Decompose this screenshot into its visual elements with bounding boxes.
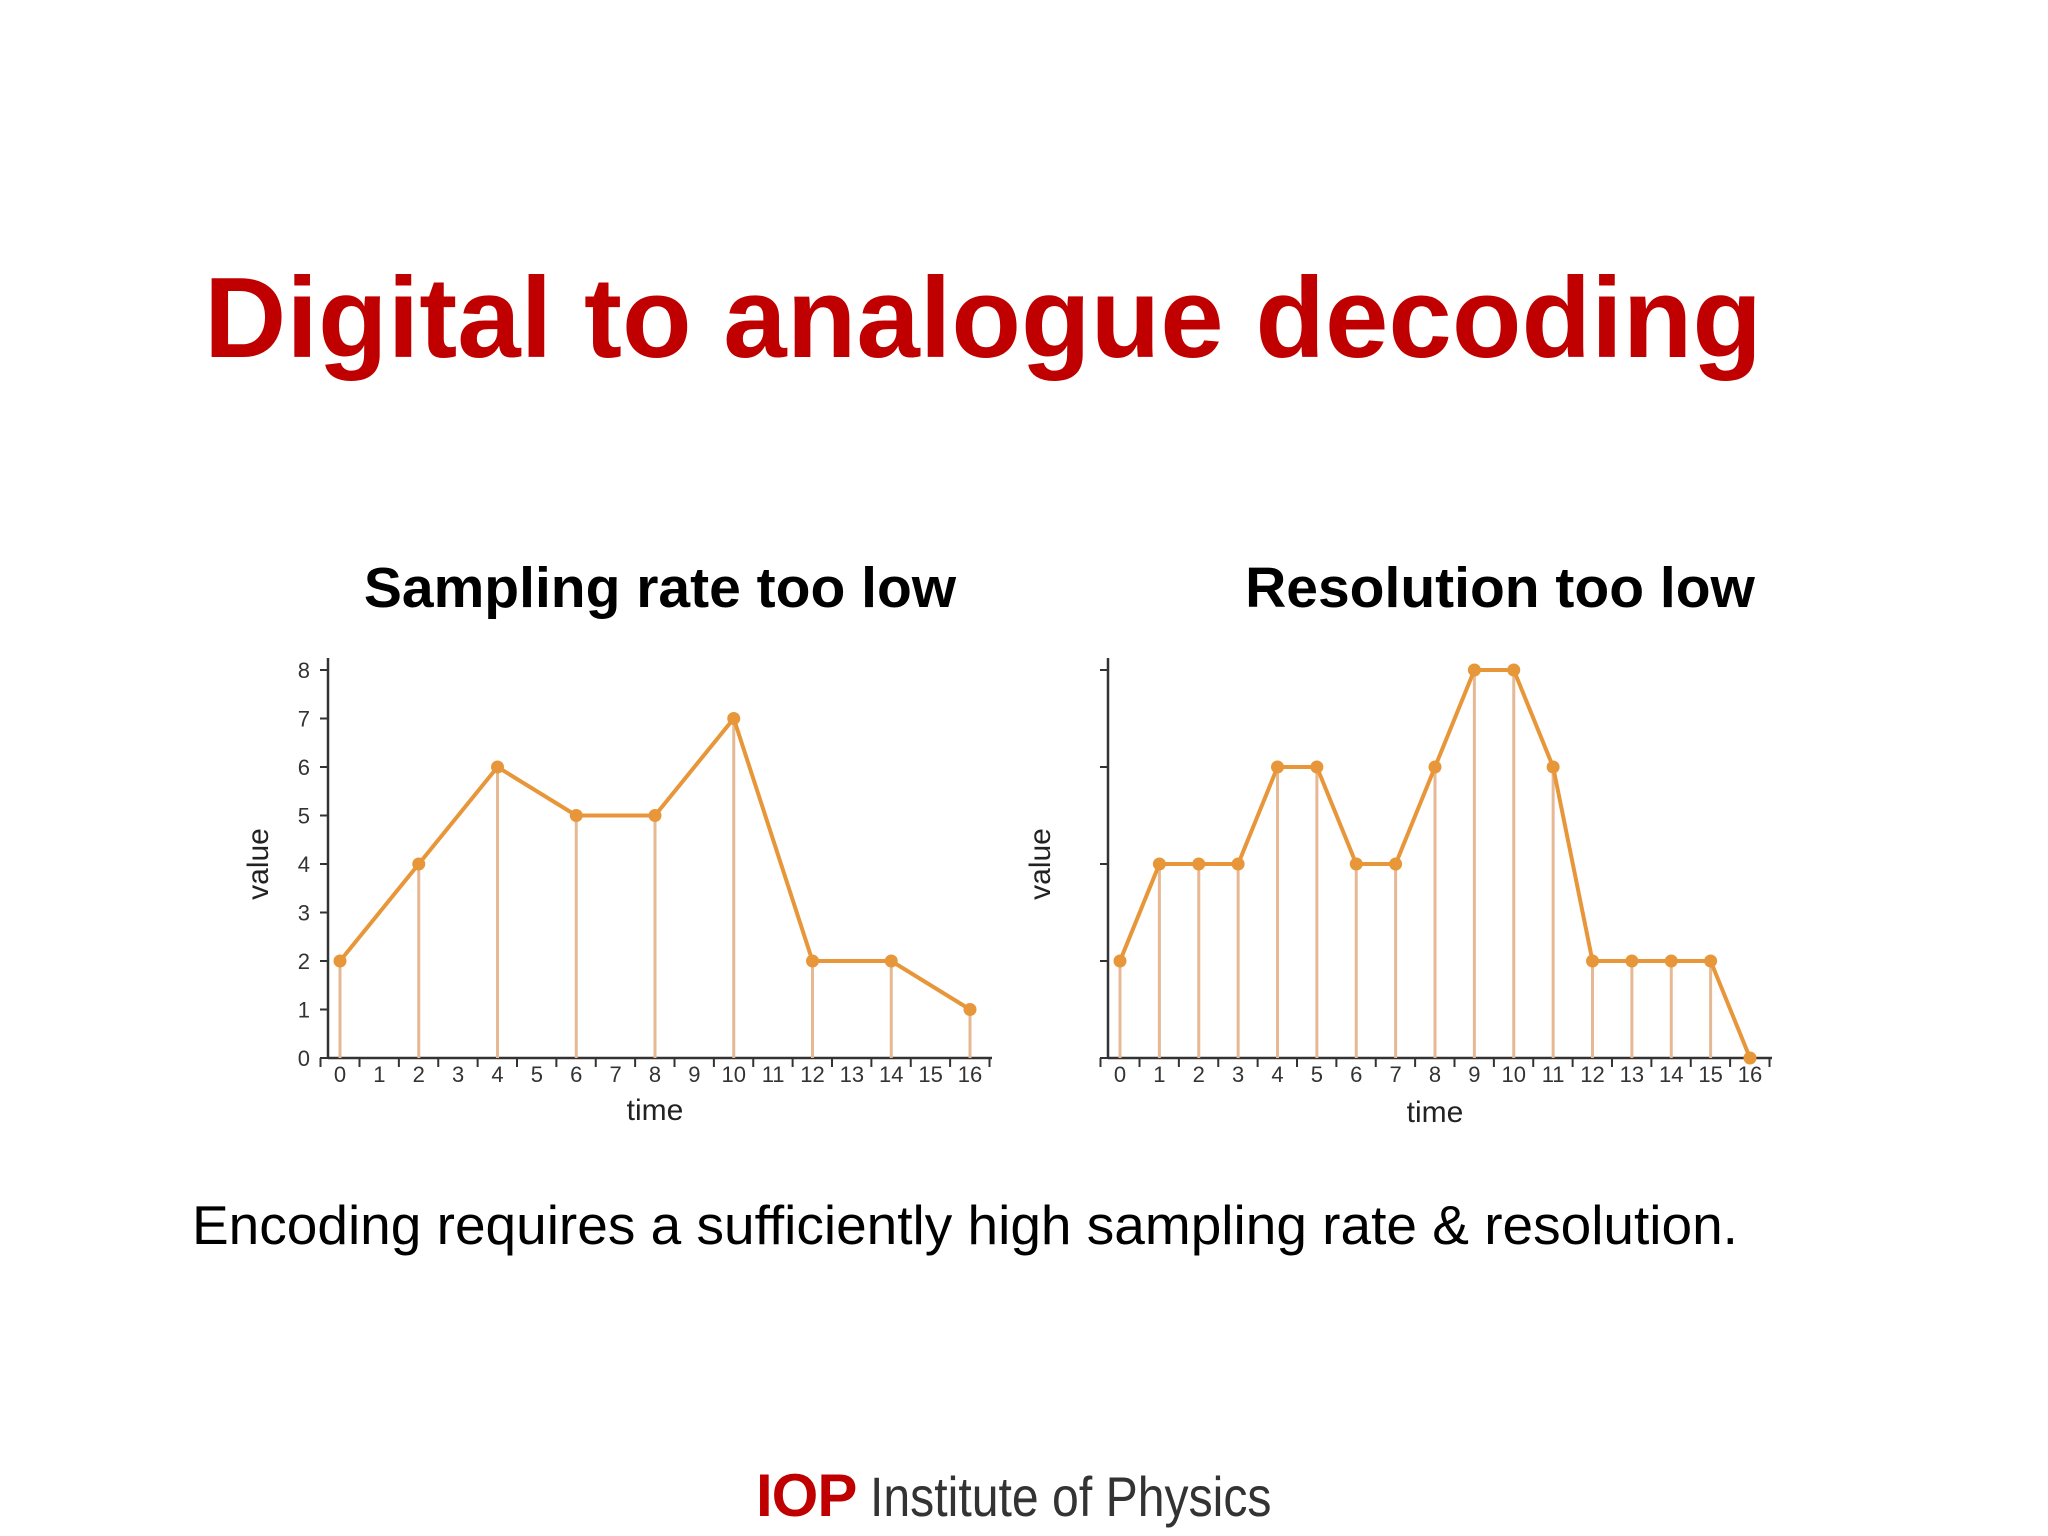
y-tick-label: 0 xyxy=(298,1046,310,1071)
sample-point xyxy=(1467,663,1481,677)
sample-point xyxy=(1507,663,1521,677)
x-tick-label: 4 xyxy=(1271,1062,1283,1087)
sample-point xyxy=(1664,954,1678,968)
x-tick-label: 6 xyxy=(570,1062,582,1087)
y-tick-label: 4 xyxy=(298,852,310,877)
x-tick-label: 13 xyxy=(1620,1062,1644,1087)
x-tick-label: 15 xyxy=(1698,1062,1722,1087)
sample-point xyxy=(1586,954,1599,968)
x-tick-label: 11 xyxy=(762,1062,785,1087)
x-tick-label: 8 xyxy=(649,1062,661,1087)
x-tick-label: 11 xyxy=(1542,1062,1565,1087)
chart-title-sampling: Sampling rate too low xyxy=(363,556,957,620)
y-tick-label: 8 xyxy=(298,658,310,683)
sample-point xyxy=(1152,857,1166,871)
x-tick-label: 9 xyxy=(1468,1062,1480,1087)
slide-title: Digital to analogue decoding xyxy=(204,255,1763,382)
x-tick-label: 3 xyxy=(1232,1062,1244,1087)
x-tick-label: 4 xyxy=(491,1062,503,1087)
x-tick-label: 15 xyxy=(918,1062,942,1087)
y-tick-label: 1 xyxy=(298,998,310,1023)
x-tick-label: 1 xyxy=(373,1062,385,1087)
sample-point xyxy=(569,809,583,822)
logo-text: Institute of Physics xyxy=(870,1465,1272,1528)
x-tick-label: 14 xyxy=(1659,1062,1683,1087)
x-tick-label: 7 xyxy=(1390,1062,1402,1087)
sample-point xyxy=(884,954,898,968)
y-tick-label: 5 xyxy=(298,804,310,829)
sample-point xyxy=(1231,857,1245,871)
x-tick-label: 12 xyxy=(800,1062,824,1087)
x-axis-label: time xyxy=(627,1094,684,1127)
sample-point xyxy=(1389,857,1403,871)
x-axis-label: time xyxy=(1407,1096,1464,1129)
x-tick-label: 5 xyxy=(1311,1062,1323,1087)
chart-title-resolution: Resolution too low xyxy=(1245,556,1755,620)
logo-mark: IOP xyxy=(756,1462,857,1529)
x-tick-label: 16 xyxy=(958,1062,982,1087)
x-tick-label: 9 xyxy=(688,1062,700,1087)
x-tick-label: 2 xyxy=(1193,1062,1205,1087)
y-tick-label: 6 xyxy=(298,755,310,780)
sample-point xyxy=(1349,857,1363,871)
x-tick-label: 13 xyxy=(840,1062,864,1087)
x-tick-label: 6 xyxy=(1350,1062,1362,1087)
x-tick-label: 14 xyxy=(879,1062,903,1087)
y-tick-label: 3 xyxy=(298,901,310,926)
x-tick-label: 10 xyxy=(1502,1062,1526,1087)
sample-point xyxy=(412,857,426,871)
sample-point xyxy=(1428,760,1442,774)
iop-logo: IOP Institute of Physics xyxy=(756,1466,1337,1526)
y-axis-label: value xyxy=(1024,828,1057,900)
sample-point xyxy=(1113,954,1127,968)
x-tick-label: 2 xyxy=(413,1062,425,1087)
y-tick-label: 7 xyxy=(298,707,310,732)
x-tick-label: 12 xyxy=(1580,1062,1604,1087)
caption-text: Encoding requires a sufficiently high sa… xyxy=(192,1194,1738,1256)
y-tick-label: 2 xyxy=(298,949,310,974)
sample-point xyxy=(1310,760,1324,774)
sample-point xyxy=(1625,954,1639,968)
sample-point xyxy=(963,1003,977,1016)
sample-point xyxy=(806,954,819,968)
sample-point xyxy=(1546,760,1560,774)
x-tick-label: 8 xyxy=(1429,1062,1441,1087)
sample-point xyxy=(1192,857,1206,871)
sample-point xyxy=(491,760,504,774)
sample-point xyxy=(1704,954,1718,968)
sample-point xyxy=(333,954,347,968)
sample-point xyxy=(1271,760,1284,774)
x-tick-label: 0 xyxy=(1114,1062,1126,1087)
x-tick-label: 1 xyxy=(1153,1062,1165,1087)
sample-point xyxy=(1743,1051,1757,1065)
x-tick-label: 10 xyxy=(722,1062,746,1087)
x-tick-label: 3 xyxy=(452,1062,464,1087)
x-tick-label: 16 xyxy=(1738,1062,1762,1087)
sample-point xyxy=(727,712,741,725)
y-axis-label: value xyxy=(242,828,275,900)
sample-point xyxy=(648,809,662,822)
x-tick-label: 5 xyxy=(531,1062,543,1087)
x-tick-label: 0 xyxy=(334,1062,346,1087)
x-tick-label: 7 xyxy=(610,1062,622,1087)
